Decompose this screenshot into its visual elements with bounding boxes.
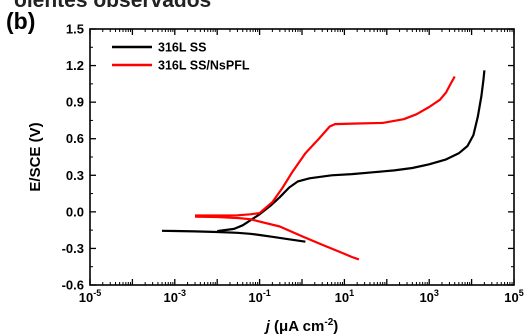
- x-axis-label: j (μA cm-2): [264, 317, 339, 335]
- y-tick-label: 1.5: [66, 22, 84, 37]
- y-tick-label: 0.6: [66, 131, 84, 146]
- y-tick-label: 0.0: [66, 204, 84, 219]
- tick-labels: 10-5 10-3 10-1 101 103 105 -0.6 -0.3 0.0 0.3 0.6 0.…: [62, 22, 524, 306]
- page-text-fragment: oientes observados: [14, 0, 212, 12]
- x-tick-label: 105: [504, 288, 523, 305]
- x-tick-label: 10-1: [248, 288, 270, 305]
- x-axis-label-unit: (μA cm: [270, 318, 324, 335]
- legend: 316L SS 316L SS/NsPFL: [112, 41, 250, 73]
- x-tick-label: 101: [335, 288, 354, 305]
- panel-label: (b): [6, 8, 36, 34]
- legend-label: 316L SS: [158, 41, 206, 55]
- y-tick-label: 1.2: [66, 58, 84, 73]
- x-axis-label-close: ): [333, 318, 338, 335]
- y-axis-label: E/SCE (V): [27, 122, 44, 191]
- minor-ticks: [90, 29, 514, 285]
- x-axis-label-var: j: [264, 318, 271, 335]
- x-axis-label-sup: -2: [324, 317, 333, 328]
- x-tick-label: 10-3: [164, 288, 186, 305]
- x-tick-label: 10-5: [79, 288, 101, 305]
- y-tick-label: 0.9: [66, 95, 84, 110]
- legend-label: 316L SS/NsPFL: [158, 59, 250, 73]
- major-ticks: [89, 28, 515, 286]
- series-line-ss316l-nspfl-cathodic: [194, 215, 360, 261]
- y-tick-label: -0.6: [62, 278, 84, 293]
- x-tick-label: 103: [419, 288, 438, 305]
- series-layer: [161, 70, 486, 261]
- y-tick-label: -0.3: [62, 241, 84, 256]
- series-line-ss316l-cathodic: [161, 229, 306, 243]
- y-tick-label: 0.3: [66, 168, 84, 183]
- series-line-ss316l-nspfl-anodic: [195, 75, 456, 217]
- series-line-ss316l-anodic: [217, 70, 486, 233]
